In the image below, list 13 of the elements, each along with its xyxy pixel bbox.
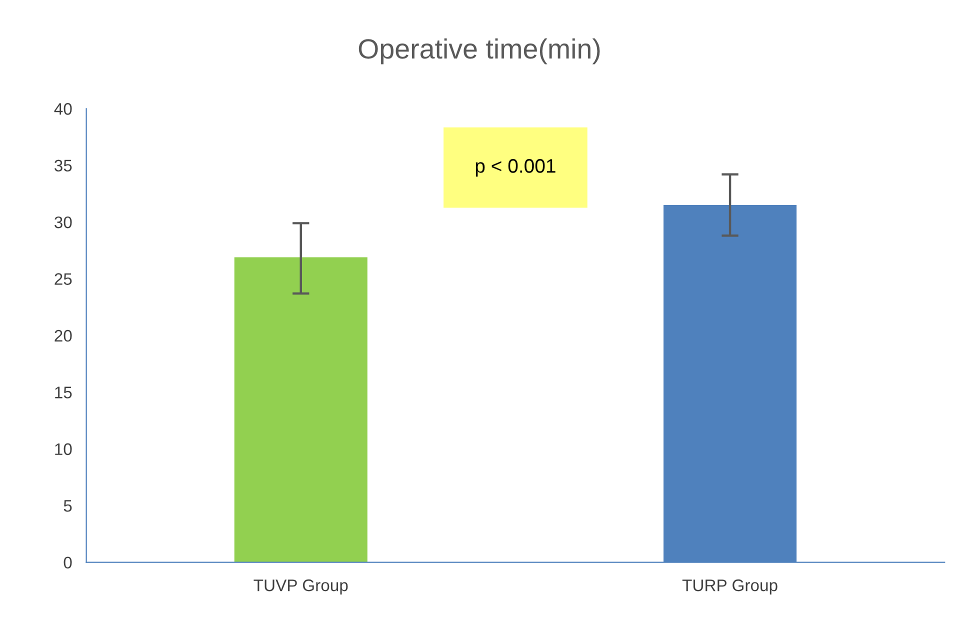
x-tick-label: TURP Group <box>682 579 778 595</box>
y-tick-label: 30 <box>54 216 72 228</box>
y-tick-label: 5 <box>64 500 72 512</box>
y-tick-label: 15 <box>55 386 72 398</box>
y-tick-label: 20 <box>54 330 72 342</box>
y-tick-label: 40 <box>54 103 72 115</box>
x-tick-label: TUVP Group <box>254 579 348 595</box>
annotation: p < 0.001 <box>476 159 556 177</box>
y-tick-label: 35 <box>54 160 72 172</box>
y-tick-label: 25 <box>54 273 72 285</box>
y-tick-label: 10 <box>55 443 72 456</box>
y-tick-label: 0 <box>64 556 72 569</box>
chart-title: Operative time(min) <box>358 38 600 64</box>
